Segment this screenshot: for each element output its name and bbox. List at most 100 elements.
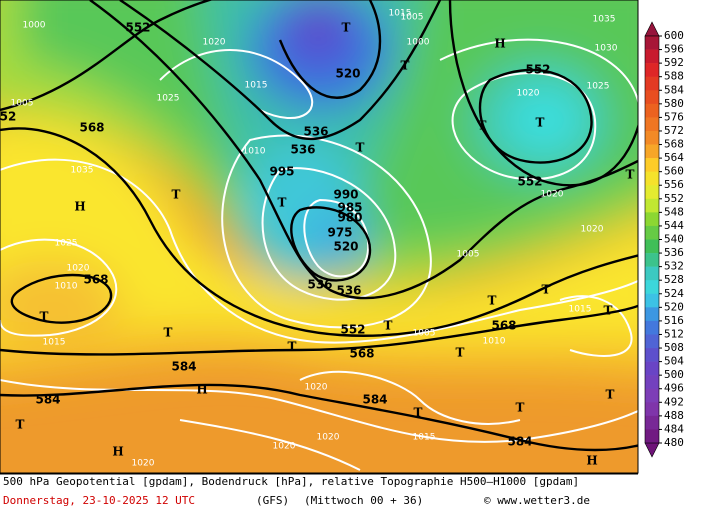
pressure-center: H xyxy=(196,383,207,397)
colorbar-cell xyxy=(645,49,659,64)
colorbar-cell xyxy=(645,334,659,349)
footer-model: (GFS) xyxy=(256,494,289,507)
footer-run: (Mittwoch 00 + 36) xyxy=(304,494,423,507)
isobar-label: 1010 xyxy=(55,282,78,292)
height-label: 520 xyxy=(333,240,358,254)
pressure-center: T xyxy=(342,21,351,35)
height-label: 536 xyxy=(290,143,315,157)
isobar-label: 1020 xyxy=(541,190,564,200)
isobar-label: 1010 xyxy=(243,147,266,157)
colorbar-label: 556 xyxy=(664,178,684,191)
colorbar-label: 480 xyxy=(664,436,684,449)
colorbar-label: 488 xyxy=(664,409,684,422)
height-label: 584 xyxy=(35,393,60,407)
pressure-center: H xyxy=(586,454,597,468)
isobar-label: 1015 xyxy=(413,433,436,443)
pressure-center: T xyxy=(542,283,551,297)
colorbar-label: 512 xyxy=(664,327,684,340)
isobar-label: 1020 xyxy=(132,459,155,469)
height-label: 552 xyxy=(340,323,365,337)
colorbar-cell xyxy=(645,225,659,240)
height-label: 584 xyxy=(171,360,196,374)
height-label: 536 xyxy=(307,278,332,292)
colorbar-cell xyxy=(645,375,659,390)
pressure-center: T xyxy=(288,340,297,354)
pressure-center: T xyxy=(606,388,615,402)
height-label: 985 xyxy=(337,201,362,215)
isobar-label: 1030 xyxy=(595,44,618,54)
height-label: 980 xyxy=(337,211,362,225)
colorbar-cell xyxy=(645,266,659,281)
colorbar-cell xyxy=(645,415,659,430)
footer-date: Donnerstag, 23-10-2025 12 UTC xyxy=(3,494,195,507)
height-label: 568 xyxy=(491,319,516,333)
colorbar-label: 564 xyxy=(664,151,684,164)
isobar-label: 1020 xyxy=(67,264,90,274)
colorbar-cell xyxy=(645,103,659,118)
pressure-center: T xyxy=(401,59,410,73)
colorbar-cell xyxy=(645,63,659,77)
isobar-label: 1005 xyxy=(11,99,34,109)
height-label: 52 xyxy=(0,110,16,124)
pressure-center: T xyxy=(488,294,497,308)
height-label: 995 xyxy=(269,165,294,179)
colorbar-label: 500 xyxy=(664,368,684,381)
colorbar-label: 484 xyxy=(664,422,684,435)
pressure-center: T xyxy=(516,401,525,415)
isobar-label: 1025 xyxy=(55,239,78,249)
pressure-center: T xyxy=(40,310,49,324)
pressure-center: T xyxy=(384,319,393,333)
height-label: 568 xyxy=(349,347,374,361)
colorbar-cell xyxy=(645,429,659,444)
pressure-center: T xyxy=(414,406,423,420)
isobar-label: 1015 xyxy=(569,305,592,315)
footer-credit: © www.wetter3.de xyxy=(484,494,590,507)
pressure-center: H xyxy=(112,445,123,459)
colorbar-label: 592 xyxy=(664,56,684,69)
colorbar-cell xyxy=(645,388,659,403)
colorbar-arrow-top xyxy=(644,21,660,37)
colorbar-cell xyxy=(645,158,659,172)
colorbar-label: 568 xyxy=(664,138,684,151)
height-label: 584 xyxy=(507,435,532,449)
colorbar-label: 576 xyxy=(664,110,684,123)
isobar-label: 1010 xyxy=(483,337,506,347)
height-contours xyxy=(0,0,638,452)
isobar-label: 1005 xyxy=(457,250,480,260)
colorbar-cell xyxy=(645,130,659,145)
isobar-label: 1035 xyxy=(71,166,94,176)
pressure-center: T xyxy=(172,188,181,202)
pressure-center: T xyxy=(604,304,613,318)
isobar-label: 1000 xyxy=(23,21,46,31)
colorbar-arrow-bottom xyxy=(644,442,660,458)
height-label: 568 xyxy=(79,121,104,135)
colorbar-cell xyxy=(645,212,659,227)
colorbar-cell xyxy=(645,198,659,213)
isobar-label: 1020 xyxy=(317,433,340,443)
pressure-center: T xyxy=(164,326,173,340)
pressure-center: T xyxy=(278,196,287,210)
isobar-label: 1000 xyxy=(407,38,430,48)
height-label: 552 xyxy=(525,63,550,77)
colorbar-label: 520 xyxy=(664,300,684,313)
isobar-label: 1015 xyxy=(389,9,412,19)
isobar-label: 1025 xyxy=(157,94,180,104)
pressure-center: T xyxy=(356,141,365,155)
colorbar-label: 524 xyxy=(664,287,684,300)
isobar-label: 1035 xyxy=(593,15,616,25)
pressure-center: H xyxy=(494,37,505,51)
colorbar-cell xyxy=(645,144,659,159)
height-label: 975 xyxy=(327,226,352,240)
colorbar-cell xyxy=(645,361,659,376)
colorbar-label: 548 xyxy=(664,205,684,218)
height-label: 552 xyxy=(125,21,150,35)
colorbar-cell xyxy=(645,117,659,132)
height-label: 990 xyxy=(333,188,358,202)
colorbar-label: 540 xyxy=(664,233,684,246)
isobar-label: 1020 xyxy=(203,38,226,48)
isobar-label: 1005 xyxy=(401,13,424,23)
colorbar-label: 584 xyxy=(664,83,684,96)
pressure-center: T xyxy=(626,168,635,182)
isobars xyxy=(0,38,638,471)
